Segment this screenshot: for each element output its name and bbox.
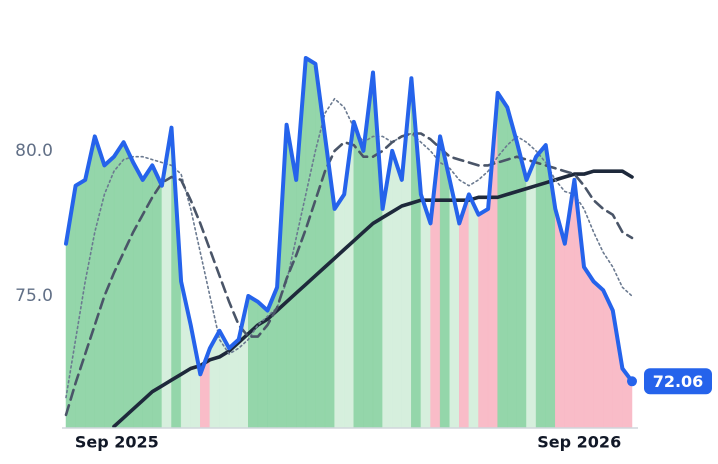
price-area — [516, 142, 527, 429]
x-tick-label: Sep 2025 — [75, 433, 159, 452]
last-point — [627, 376, 637, 387]
line-group: 72.06 — [64, 56, 712, 429]
price-area — [468, 194, 479, 429]
price-area — [353, 121, 364, 429]
price-area — [228, 338, 239, 429]
price-area — [305, 57, 316, 429]
price-area — [459, 194, 470, 429]
price-area — [526, 156, 537, 429]
price-area — [75, 179, 86, 429]
price-area — [507, 107, 518, 429]
price-area — [132, 162, 143, 429]
y-tick-label: 80.0 — [15, 141, 53, 161]
price-area — [420, 194, 431, 429]
y-tick-label: 75.0 — [15, 286, 53, 306]
x-tick-label: Sep 2026 — [537, 433, 621, 452]
price-area — [123, 142, 134, 429]
last-value-badge — [644, 368, 712, 395]
price-area — [478, 208, 489, 429]
price-area — [248, 295, 259, 429]
price-area — [94, 136, 105, 429]
price-area — [593, 280, 604, 429]
price-area — [583, 266, 594, 429]
series-line — [64, 56, 634, 384]
price-area — [497, 92, 508, 429]
axis-group: 75.0 80.0 Sep 2025 Sep 2026 — [15, 141, 638, 452]
price-area — [113, 141, 124, 429]
price-area — [391, 150, 403, 429]
last-value-label: 72.06 — [653, 372, 704, 391]
price-area — [334, 193, 345, 429]
price-area — [535, 144, 546, 429]
